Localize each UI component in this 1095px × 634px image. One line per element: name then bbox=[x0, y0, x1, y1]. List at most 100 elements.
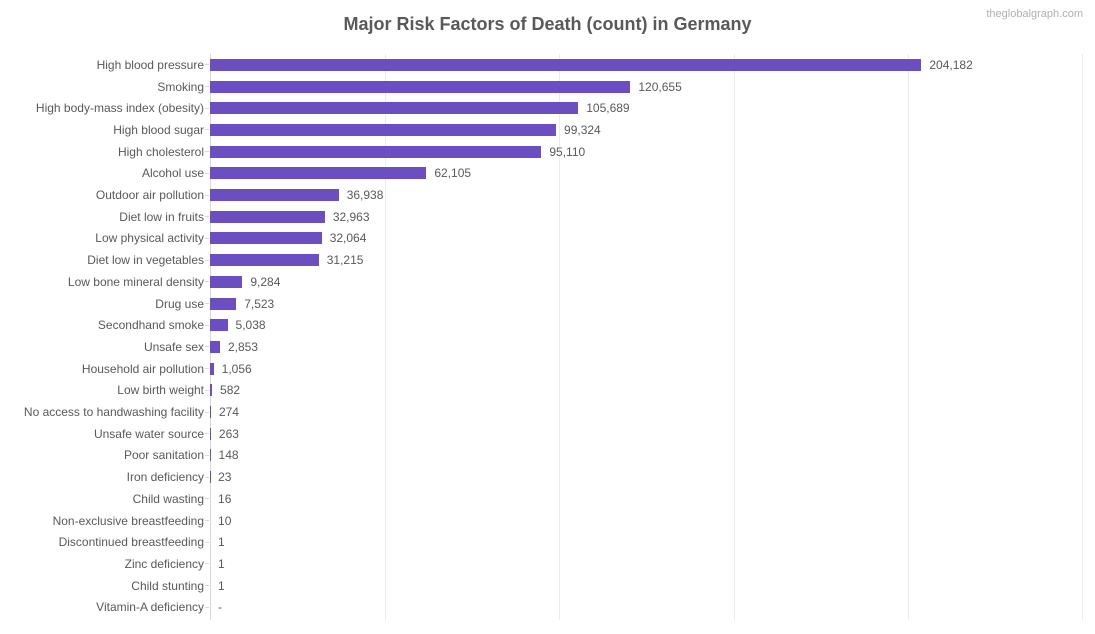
axis-tick bbox=[205, 151, 209, 152]
chart-row: Zinc deficiency1 bbox=[0, 553, 1081, 575]
chart-title: Major Risk Factors of Death (count) in G… bbox=[0, 0, 1095, 53]
axis-tick bbox=[205, 542, 209, 543]
bar bbox=[210, 406, 211, 418]
category-label: Alcohol use bbox=[0, 167, 204, 179]
category-label: Outdoor air pollution bbox=[0, 189, 204, 201]
category-label: Iron deficiency bbox=[0, 471, 204, 483]
value-label: 32,064 bbox=[330, 232, 367, 244]
chart-row: Vitamin-A deficiency - bbox=[0, 597, 1081, 619]
value-label: 7,523 bbox=[244, 298, 274, 310]
bar bbox=[210, 276, 242, 288]
axis-tick bbox=[205, 303, 209, 304]
axis-tick bbox=[205, 563, 209, 564]
value-label: 1 bbox=[218, 580, 225, 592]
gridline bbox=[1082, 54, 1083, 620]
axis-tick bbox=[205, 86, 209, 87]
bar bbox=[210, 428, 211, 440]
value-label: 23 bbox=[218, 471, 231, 483]
chart-row: High blood sugar99,324 bbox=[0, 119, 1081, 141]
chart-area: High blood pressure204,182Smoking120,655… bbox=[0, 54, 1081, 620]
axis-tick bbox=[205, 520, 209, 521]
watermark: theglobalgraph.com bbox=[986, 8, 1083, 20]
chart-row: Unsafe sex2,853 bbox=[0, 336, 1081, 358]
value-label: 36,938 bbox=[347, 189, 384, 201]
chart-row: Child wasting16 bbox=[0, 488, 1081, 510]
chart-row: Alcohol use 62,105 bbox=[0, 163, 1081, 185]
chart-row: No access to handwashing facility274 bbox=[0, 401, 1081, 423]
value-label: 1 bbox=[218, 536, 225, 548]
chart-row: Unsafe water source263 bbox=[0, 423, 1081, 445]
chart-row: Outdoor air pollution 36,938 bbox=[0, 184, 1081, 206]
value-label: 32,963 bbox=[333, 211, 370, 223]
value-label: 120,655 bbox=[638, 81, 681, 93]
chart-row: Drug use 7,523 bbox=[0, 293, 1081, 315]
category-label: High cholesterol bbox=[0, 146, 204, 158]
axis-tick bbox=[205, 585, 209, 586]
value-label: 1,056 bbox=[222, 363, 252, 375]
bar bbox=[210, 189, 339, 201]
category-label: Zinc deficiency bbox=[0, 558, 204, 570]
chart-row: Low bone mineral density9,284 bbox=[0, 271, 1081, 293]
bar bbox=[210, 298, 236, 310]
bar bbox=[210, 146, 541, 158]
value-label: 274 bbox=[219, 406, 239, 418]
category-label: Diet low in fruits bbox=[0, 211, 204, 223]
axis-tick bbox=[205, 498, 209, 499]
chart-row: Smoking 120,655 bbox=[0, 76, 1081, 98]
axis-tick bbox=[205, 216, 209, 217]
bar bbox=[210, 81, 630, 93]
category-label: High body-mass index (obesity) bbox=[0, 102, 204, 114]
category-label: Drug use bbox=[0, 298, 204, 310]
chart-row: Low birth weight582 bbox=[0, 380, 1081, 402]
chart-row: Low physical activity 32,064 bbox=[0, 228, 1081, 250]
category-label: Vitamin-A deficiency bbox=[0, 601, 204, 613]
axis-tick bbox=[205, 455, 209, 456]
axis-tick bbox=[205, 260, 209, 261]
value-label: 31,215 bbox=[327, 254, 364, 266]
category-label: Discontinued breastfeeding bbox=[0, 536, 204, 548]
category-label: Secondhand smoke bbox=[0, 319, 204, 331]
chart-row: Non-exclusive breastfeeding 10 bbox=[0, 510, 1081, 532]
axis-tick bbox=[205, 368, 209, 369]
category-label: Smoking bbox=[0, 81, 204, 93]
chart-row: Child stunting1 bbox=[0, 575, 1081, 597]
bar bbox=[210, 102, 578, 114]
axis-tick bbox=[205, 477, 209, 478]
chart-row: Household air pollution1,056 bbox=[0, 358, 1081, 380]
axis-tick bbox=[205, 412, 209, 413]
axis-tick bbox=[205, 325, 209, 326]
value-label: 99,324 bbox=[564, 124, 601, 136]
axis-tick bbox=[205, 173, 209, 174]
axis-tick bbox=[205, 238, 209, 239]
axis-tick bbox=[205, 195, 209, 196]
bar bbox=[210, 319, 228, 331]
chart-row: Diet low in fruits 32,963 bbox=[0, 206, 1081, 228]
chart-row: Iron deficiency 23 bbox=[0, 466, 1081, 488]
value-label: 148 bbox=[219, 449, 239, 461]
category-label: Unsafe water source bbox=[0, 428, 204, 440]
axis-tick bbox=[205, 390, 209, 391]
chart-row: Discontinued breastfeeding 1 bbox=[0, 531, 1081, 553]
category-label: Unsafe sex bbox=[0, 341, 204, 353]
value-label: - bbox=[218, 601, 222, 613]
value-label: 105,689 bbox=[586, 102, 629, 114]
bar bbox=[210, 449, 211, 461]
axis-tick bbox=[205, 433, 209, 434]
value-label: 10 bbox=[218, 515, 231, 527]
bar bbox=[210, 254, 319, 266]
category-label: Child wasting bbox=[0, 493, 204, 505]
bar bbox=[210, 211, 325, 223]
category-label: Diet low in vegetables bbox=[0, 254, 204, 266]
value-label: 62,105 bbox=[434, 167, 471, 179]
axis-tick bbox=[205, 64, 209, 65]
category-label: Low physical activity bbox=[0, 232, 204, 244]
value-label: 95,110 bbox=[549, 146, 585, 158]
value-label: 5,038 bbox=[236, 319, 266, 331]
bar bbox=[210, 124, 556, 136]
bar bbox=[210, 232, 322, 244]
chart-row: Poor sanitation148 bbox=[0, 445, 1081, 467]
axis-tick bbox=[205, 607, 209, 608]
category-label: High blood pressure bbox=[0, 59, 204, 71]
category-label: Non-exclusive breastfeeding bbox=[0, 515, 204, 527]
bar bbox=[210, 167, 426, 179]
